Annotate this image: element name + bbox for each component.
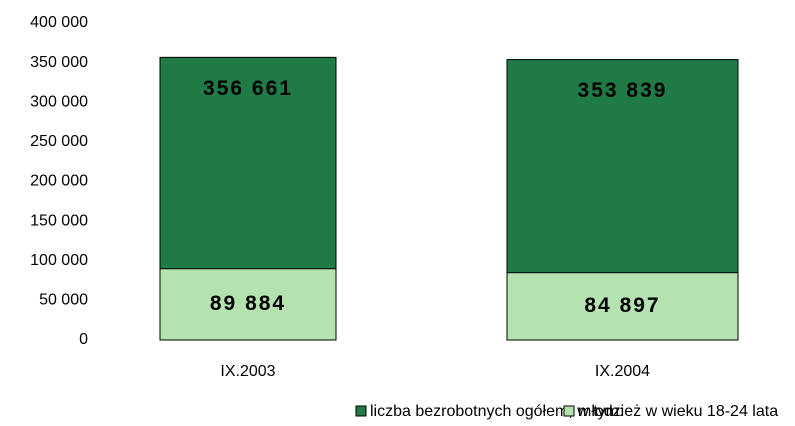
- bar: [506, 272, 739, 341]
- bar: [159, 268, 337, 341]
- y-tick-label: 0: [79, 331, 88, 348]
- legend-marker: [563, 405, 575, 417]
- y-tick-label: 400 000: [30, 14, 88, 31]
- value-label: 353 839: [578, 79, 668, 102]
- y-tick-label: 250 000: [30, 133, 88, 150]
- y-tick-label: 100 000: [30, 252, 88, 269]
- y-tick-label: 200 000: [30, 173, 88, 190]
- value-label: 84 897: [584, 294, 660, 317]
- legend-marker: [355, 405, 367, 417]
- x-tick-label: IX.2003: [220, 363, 275, 380]
- value-label: 89 884: [210, 292, 286, 315]
- y-tick-label: 300 000: [30, 93, 88, 110]
- y-tick-label: 50 000: [39, 292, 88, 309]
- y-tick-label: 350 000: [30, 54, 88, 71]
- value-label: 356 661: [203, 77, 293, 100]
- legend-label: liczba bezrobotnych ogółem, w tym:: [370, 403, 623, 420]
- x-tick-label: IX.2004: [595, 363, 650, 380]
- y-tick-label: 150 000: [30, 212, 88, 229]
- legend-label: młodzież w wieku 18-24 lata: [578, 403, 778, 420]
